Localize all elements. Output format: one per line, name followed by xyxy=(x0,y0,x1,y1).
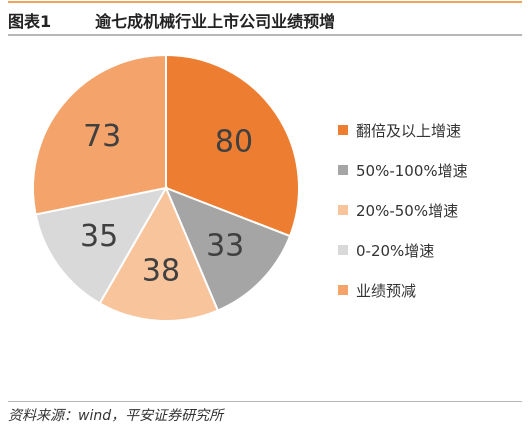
figure-label: 图表1 xyxy=(8,12,52,31)
chart-header: 图表1 逾七成机械行业上市公司业绩预增 xyxy=(8,8,335,32)
chart-title: 逾七成机械行业上市公司业绩预增 xyxy=(95,12,336,31)
top-rule xyxy=(8,1,522,3)
legend-swatch xyxy=(338,125,348,135)
legend-swatch xyxy=(338,285,348,295)
legend-label: 20%-50%增速 xyxy=(356,201,459,220)
legend-item: 50%-100%增速 xyxy=(338,160,468,180)
title-rule xyxy=(8,34,522,36)
legend-label: 50%-100%增速 xyxy=(356,161,468,180)
legend-label: 业绩预减 xyxy=(356,281,417,300)
chart-legend: 翻倍及以上增速 50%-100%增速 20%-50%增速 0-20%增速 业绩预减 xyxy=(338,120,468,320)
legend-item: 业绩预减 xyxy=(338,280,468,300)
legend-swatch xyxy=(338,205,348,215)
pie-slice xyxy=(165,53,300,238)
legend-swatch xyxy=(338,165,348,175)
slice-value-label: 38 xyxy=(142,253,180,288)
slice-value-label: 80 xyxy=(215,124,253,159)
legend-item: 0-20%增速 xyxy=(338,240,468,260)
legend-label: 0-20%增速 xyxy=(356,241,435,260)
pie-slice xyxy=(98,185,220,322)
legend-item: 20%-50%增速 xyxy=(338,200,468,220)
source-note: 资料来源：wind，平安证券研究所 xyxy=(8,408,224,424)
bottom-rule xyxy=(8,401,522,402)
pie-slice xyxy=(32,53,167,216)
pie-slice xyxy=(164,186,292,312)
legend-item: 翻倍及以上增速 xyxy=(338,120,468,140)
slice-value-label: 33 xyxy=(206,228,244,263)
pie-slice xyxy=(34,186,168,305)
legend-swatch xyxy=(338,245,348,255)
legend-label: 翻倍及以上增速 xyxy=(356,121,462,140)
pie-chart: 80 33 38 35 73 xyxy=(32,53,300,322)
slice-value-label: 73 xyxy=(83,119,121,154)
slice-value-label: 35 xyxy=(80,219,118,254)
